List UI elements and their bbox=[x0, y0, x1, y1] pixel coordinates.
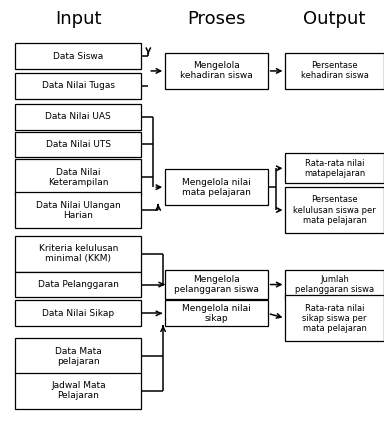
Text: Persentase
kehadiran siswa: Persentase kehadiran siswa bbox=[301, 61, 369, 80]
FancyBboxPatch shape bbox=[286, 53, 384, 89]
Text: Data Nilai Tugas: Data Nilai Tugas bbox=[42, 81, 115, 90]
FancyBboxPatch shape bbox=[15, 131, 141, 158]
Text: Data Siswa: Data Siswa bbox=[53, 51, 104, 60]
Text: Mengelola nilai
sikap: Mengelola nilai sikap bbox=[182, 304, 251, 323]
Text: Jumlah
pelanggaran siswa: Jumlah pelanggaran siswa bbox=[295, 275, 374, 294]
FancyBboxPatch shape bbox=[15, 373, 141, 409]
Text: Jadwal Mata
Pelajaran: Jadwal Mata Pelajaran bbox=[51, 381, 106, 400]
Text: Data Nilai
Keterampilan: Data Nilai Keterampilan bbox=[48, 168, 109, 187]
FancyBboxPatch shape bbox=[165, 53, 268, 89]
FancyBboxPatch shape bbox=[15, 272, 141, 297]
Text: Proses: Proses bbox=[187, 10, 246, 28]
FancyBboxPatch shape bbox=[15, 236, 141, 272]
Text: Data Nilai UTS: Data Nilai UTS bbox=[46, 140, 111, 149]
FancyBboxPatch shape bbox=[15, 104, 141, 130]
Text: Data Nilai UAS: Data Nilai UAS bbox=[45, 112, 111, 121]
FancyBboxPatch shape bbox=[15, 300, 141, 326]
FancyBboxPatch shape bbox=[165, 169, 268, 205]
FancyBboxPatch shape bbox=[286, 295, 384, 341]
FancyBboxPatch shape bbox=[165, 270, 268, 300]
FancyBboxPatch shape bbox=[286, 153, 384, 183]
Text: Input: Input bbox=[55, 10, 102, 28]
Text: Kriteria kelulusan
minimal (KKM): Kriteria kelulusan minimal (KKM) bbox=[39, 244, 118, 263]
Text: Mengelola nilai
mata pelajaran: Mengelola nilai mata pelajaran bbox=[182, 178, 251, 197]
FancyBboxPatch shape bbox=[286, 270, 384, 300]
FancyBboxPatch shape bbox=[15, 43, 141, 69]
FancyBboxPatch shape bbox=[165, 300, 268, 326]
FancyBboxPatch shape bbox=[15, 192, 141, 228]
Text: Data Nilai Ulangan
Harian: Data Nilai Ulangan Harian bbox=[36, 200, 121, 220]
Text: Output: Output bbox=[303, 10, 366, 28]
Text: Mengelola
kehadiran siswa: Mengelola kehadiran siswa bbox=[180, 61, 253, 80]
FancyBboxPatch shape bbox=[286, 187, 384, 233]
Text: Mengelola
pelanggaran siswa: Mengelola pelanggaran siswa bbox=[174, 275, 259, 294]
Text: Persentase
kelulusan siswa per
mata pelajaran: Persentase kelulusan siswa per mata pela… bbox=[293, 196, 376, 225]
Text: Data Mata
pelajaran: Data Mata pelajaran bbox=[55, 347, 102, 366]
Text: Rata-rata nilai
matapelajaran: Rata-rata nilai matapelajaran bbox=[304, 159, 365, 178]
FancyBboxPatch shape bbox=[15, 159, 141, 195]
FancyBboxPatch shape bbox=[15, 338, 141, 374]
Text: Rata-rata nilai
sikap siswa per
mata pelajaran: Rata-rata nilai sikap siswa per mata pel… bbox=[302, 304, 367, 333]
Text: Data Nilai Sikap: Data Nilai Sikap bbox=[42, 309, 114, 318]
Text: Data Pelanggaran: Data Pelanggaran bbox=[38, 280, 119, 289]
FancyBboxPatch shape bbox=[15, 73, 141, 99]
